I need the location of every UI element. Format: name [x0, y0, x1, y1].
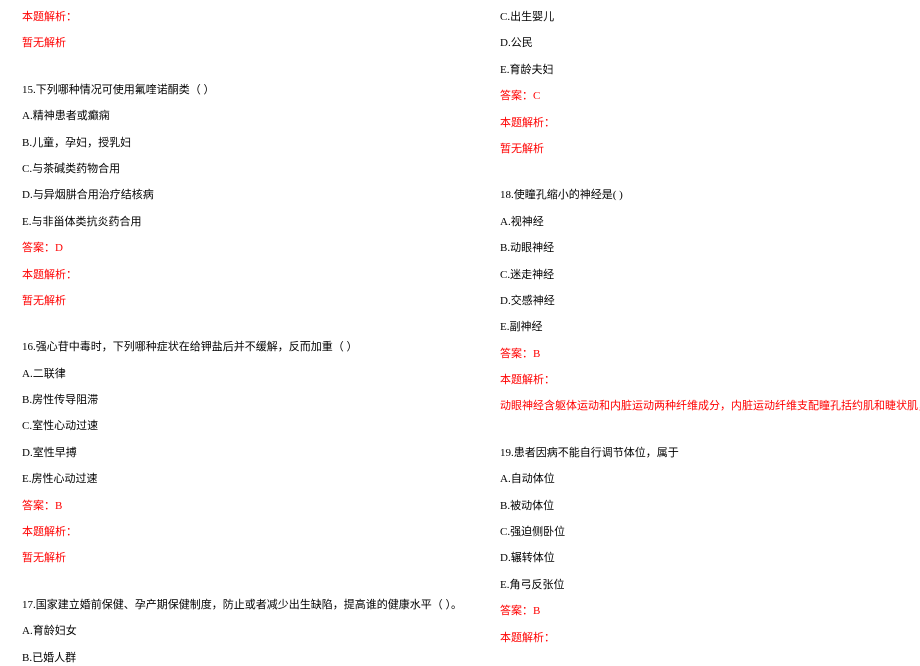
explain-header: 本题解析：: [500, 373, 900, 388]
right-column: C.出生婴儿 D.公民 E.育龄夫妇 答案：C 本题解析： 暂无解析 18.使瞳…: [460, 0, 920, 651]
answer: 答案：C: [500, 89, 900, 104]
answer: 答案：B: [500, 347, 900, 362]
option-c: C.与茶碱类药物合用: [22, 162, 440, 177]
option-a: A.二联律: [22, 367, 440, 382]
explain-body: 动眼神经含躯体运动和内脏运动两种纤维成分，内脏运动纤维支配瞳孔括约肌和睫状肌，能…: [500, 399, 900, 414]
question-stem: 19.患者因病不能自行调节体位，属于: [500, 446, 900, 461]
option-e: E.育龄夫妇: [500, 63, 900, 78]
explain-body: 暂无解析: [22, 36, 440, 51]
option-d: D.交感神经: [500, 294, 900, 309]
explain-header: 本题解析：: [22, 525, 440, 540]
explain-body: 暂无解析: [22, 294, 440, 309]
explain-body: 暂无解析: [500, 142, 900, 157]
option-d: D.公民: [500, 36, 900, 51]
option-d: D.与异烟肼合用治疗结核病: [22, 188, 440, 203]
option-e: E.房性心动过速: [22, 472, 440, 487]
answer: 答案：B: [500, 604, 900, 619]
option-e: E.副神经: [500, 320, 900, 335]
option-b: B.动眼神经: [500, 241, 900, 256]
explain-header: 本题解析：: [22, 10, 440, 25]
option-a: A.视神经: [500, 215, 900, 230]
explain-header: 本题解析：: [22, 268, 440, 283]
question-stem: 17.国家建立婚前保健、孕产期保健制度，防止或者减少出生缺陷，提高谁的健康水平（…: [22, 598, 440, 613]
option-c: C.出生婴儿: [500, 10, 900, 25]
question-stem: 16.强心苷中毒时，下列哪种症状在给钾盐后并不缓解，反而加重（ ）: [22, 340, 440, 355]
option-d: D.辗转体位: [500, 551, 900, 566]
option-b: B.被动体位: [500, 499, 900, 514]
answer: 答案：D: [22, 241, 440, 256]
option-c: C.室性心动过速: [22, 419, 440, 434]
explain-header: 本题解析：: [500, 116, 900, 131]
answer: 答案：B: [22, 499, 440, 514]
explain-header: 本题解析：: [500, 631, 900, 646]
option-e: E.角弓反张位: [500, 578, 900, 593]
explain-body: 暂无解析: [22, 551, 440, 566]
option-c: C.强迫侧卧位: [500, 525, 900, 540]
option-b: B.房性传导阻滞: [22, 393, 440, 408]
option-b: B.儿童，孕妇，授乳妇: [22, 136, 440, 151]
left-column: 本题解析： 暂无解析 15.下列哪种情况可使用氟喹诺酮类（ ） A.精神患者或癫…: [0, 0, 460, 651]
option-d: D.室性早搏: [22, 446, 440, 461]
option-a: A.育龄妇女: [22, 624, 440, 639]
option-a: A.精神患者或癫痫: [22, 109, 440, 124]
option-e: E.与非甾体类抗炎药合用: [22, 215, 440, 230]
question-stem: 15.下列哪种情况可使用氟喹诺酮类（ ）: [22, 83, 440, 98]
option-a: A.自动体位: [500, 472, 900, 487]
option-b: B.已婚人群: [22, 651, 440, 666]
option-c: C.迷走神经: [500, 268, 900, 283]
question-stem: 18.使瞳孔缩小的神经是( ): [500, 188, 900, 203]
